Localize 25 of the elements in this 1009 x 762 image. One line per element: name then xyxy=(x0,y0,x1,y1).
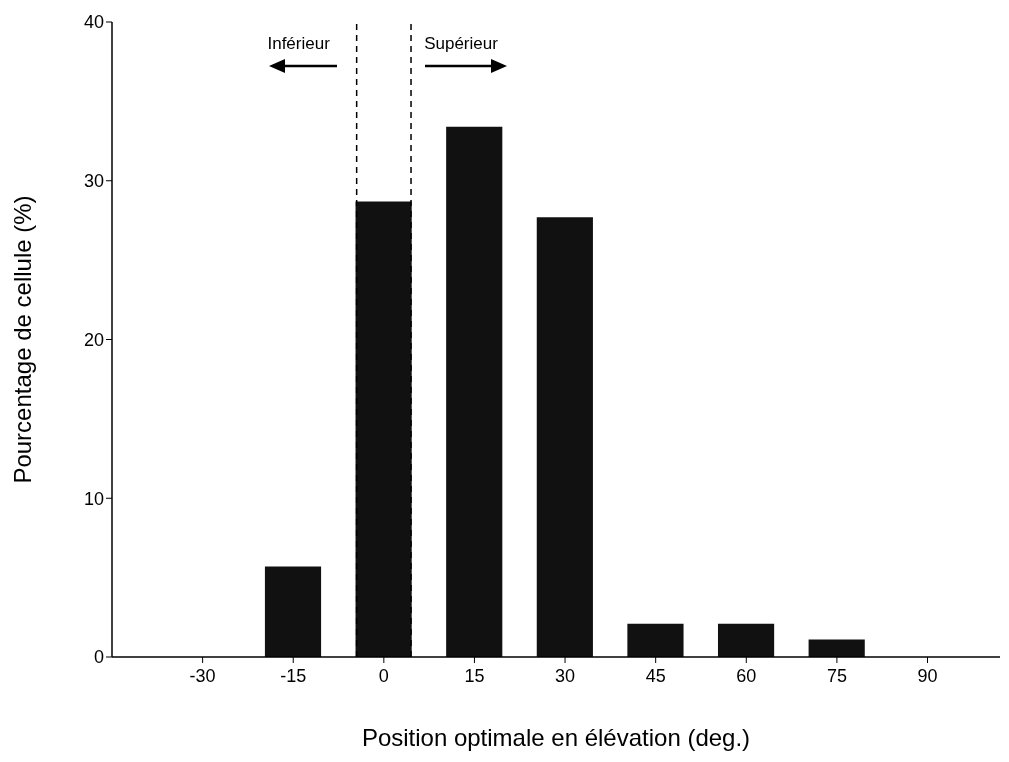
x-tick-label: -15 xyxy=(280,665,307,686)
bar xyxy=(446,126,503,657)
y-tick-label: 10 xyxy=(83,488,104,509)
x-tick-label: 45 xyxy=(645,665,666,686)
x-tick-label: 15 xyxy=(464,665,485,686)
y-axis-title: Pourcentage de cellule (%) xyxy=(8,195,36,484)
x-tick-label: -30 xyxy=(189,665,216,686)
annotation: Supérieur xyxy=(423,34,499,54)
y-tick-label: 20 xyxy=(83,329,104,350)
bar xyxy=(627,623,684,657)
y-tick-label: 40 xyxy=(83,12,104,33)
bar xyxy=(355,201,412,657)
x-tick-label: 60 xyxy=(736,665,757,686)
x-tick-label: 30 xyxy=(555,665,576,686)
annotation: Inférieur xyxy=(266,34,331,54)
bar xyxy=(808,639,865,657)
x-tick-label: 0 xyxy=(378,665,389,686)
x-tick-label: 90 xyxy=(917,665,938,686)
bar xyxy=(717,623,775,657)
y-tick-label: 30 xyxy=(83,171,104,192)
x-axis-title: Position optimale en élévation (deg.) xyxy=(361,724,751,751)
bar xyxy=(264,566,322,657)
x-tick-label: 75 xyxy=(826,665,847,686)
bar xyxy=(536,217,593,657)
y-tick-label: 0 xyxy=(93,647,104,668)
